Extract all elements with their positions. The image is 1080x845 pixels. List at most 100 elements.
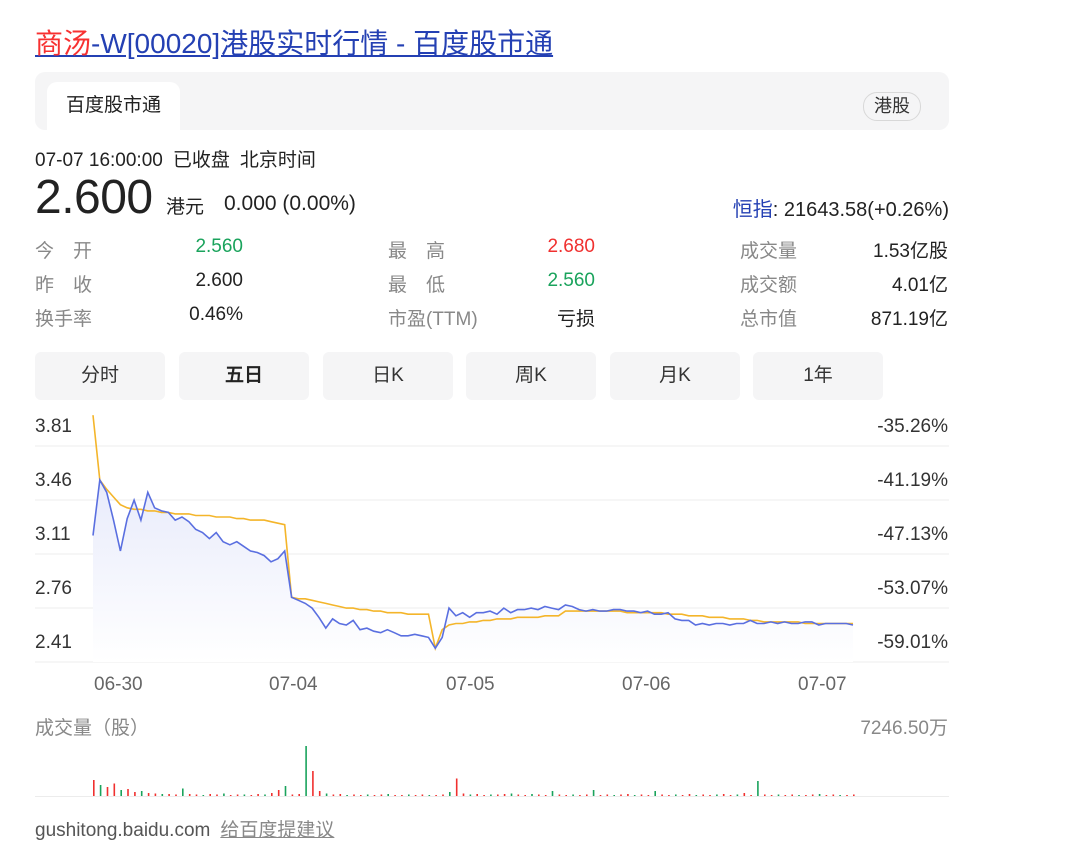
- volume-bar: [99, 785, 102, 796]
- x-tick-label: 07-06: [622, 674, 671, 695]
- volume-bar: [421, 794, 424, 796]
- volume-bar: [805, 795, 807, 796]
- volume-bar: [661, 794, 663, 796]
- tab-weekly-k[interactable]: 周K: [466, 352, 596, 400]
- volume-bar: [373, 795, 376, 796]
- volume-bar: [250, 795, 253, 796]
- volume-bar: [729, 795, 732, 796]
- y-tick-label: 2.76: [35, 578, 72, 599]
- volume-bar: [147, 793, 150, 796]
- y-tick-label: 3.11: [35, 524, 71, 545]
- volume-bar: [229, 795, 232, 796]
- volume-bar: [202, 795, 205, 796]
- market-badge: 港股: [863, 92, 921, 121]
- volume-bar: [353, 794, 355, 796]
- volume-bar: [579, 795, 581, 796]
- volume-bar: [243, 794, 246, 796]
- pe-value: 亏损: [556, 309, 595, 330]
- volume-bar: [613, 795, 615, 796]
- volume-bar: [620, 794, 622, 796]
- y-tick-label: 3.46: [35, 470, 72, 491]
- volume-bar: [435, 795, 437, 796]
- volume-bar: [113, 783, 116, 796]
- volume-bar: [592, 790, 595, 796]
- page-title-link[interactable]: 商汤-W[00020]港股实时行情 - 百度股市通: [35, 26, 553, 62]
- footer: gushitong.baidu.com 给百度提建议: [35, 815, 334, 842]
- volume-bar: [332, 794, 335, 796]
- volume-bar: [627, 794, 629, 796]
- quote-datetime: 07-07 16:00:00: [35, 150, 163, 171]
- quote-time-line: 07-07 16:00:00 已收盘 北京时间: [35, 145, 326, 172]
- index-quote: 恒指: 21643.58(+0.26%): [733, 193, 949, 222]
- timezone: 北京时间: [239, 150, 316, 171]
- volume-bar: [223, 793, 225, 796]
- volume-bar: [175, 794, 177, 796]
- volume-bar: [681, 795, 684, 796]
- volume-bar: [538, 794, 540, 796]
- volume-bar: [106, 787, 109, 796]
- volume-bar: [462, 793, 465, 796]
- volume-bar: [531, 794, 533, 796]
- volume-bar: [722, 794, 725, 796]
- pct-tick-label: -59.01%: [877, 632, 948, 653]
- volume-bar: [510, 793, 513, 796]
- pct-tick-label: -41.19%: [877, 470, 948, 491]
- volume-bar: [503, 794, 506, 796]
- price-area-fill: [93, 480, 853, 662]
- volume-bar: [366, 794, 369, 796]
- volume-bar: [784, 795, 787, 796]
- volume-bar: [709, 795, 711, 796]
- volume-bar: [757, 781, 759, 796]
- tab-intraday[interactable]: 分时: [35, 352, 165, 400]
- high-value: 2.680: [547, 236, 595, 257]
- volume-bar: [120, 790, 122, 796]
- volume-bar: [544, 795, 547, 796]
- high-label: 最 高: [388, 241, 446, 262]
- volume-bar: [675, 794, 677, 796]
- volume-bar: [818, 794, 821, 796]
- tab-five-day[interactable]: 五日: [179, 352, 309, 400]
- volume-bar: [469, 794, 472, 796]
- volume-bar: [853, 794, 855, 796]
- low-value: 2.560: [547, 270, 595, 291]
- volume-max-label: 7246.50万: [860, 718, 948, 739]
- tab-monthly-k[interactable]: 月K: [610, 352, 740, 400]
- volume-bar: [455, 778, 458, 796]
- footer-domain: gushitong.baidu.com: [35, 820, 211, 841]
- volume-bar: [325, 793, 328, 796]
- volume-bar: [264, 794, 266, 796]
- pct-tick-label: -53.07%: [877, 578, 948, 599]
- volume-bar: [791, 794, 793, 796]
- volume-bar: [312, 771, 314, 796]
- volume-bar: [832, 794, 835, 796]
- feedback-link[interactable]: 给百度提建议: [220, 820, 335, 841]
- tab-daily-k[interactable]: 日K: [323, 352, 453, 400]
- title-rest: -W[00020]港股实时行情 - 百度股市通: [91, 28, 554, 59]
- volume-bar: [127, 789, 129, 796]
- low-label: 最 低: [388, 275, 446, 296]
- x-tick-label: 07-04: [269, 674, 318, 695]
- volume-bar: [140, 791, 143, 796]
- index-name-link[interactable]: 恒指: [732, 199, 773, 221]
- volume-bar: [695, 795, 698, 796]
- volume-bar: [702, 794, 704, 796]
- amount-value: 4.01亿: [892, 275, 948, 296]
- volume-bar: [647, 795, 650, 796]
- volume-bar: [777, 794, 780, 796]
- volume-bar: [401, 795, 403, 796]
- volume-bar: [277, 790, 280, 796]
- volume-bar: [770, 795, 773, 796]
- source-tab[interactable]: 百度股市通: [47, 82, 180, 130]
- volume-bar: [640, 794, 643, 796]
- volume-chart-title: 成交量（股）: [35, 718, 150, 739]
- volume-bar: [339, 794, 342, 796]
- price-line: [92, 477, 854, 650]
- turnover-value: 0.46%: [189, 304, 243, 325]
- pct-tick-label: -47.13%: [877, 524, 948, 545]
- volume-bar: [517, 794, 520, 796]
- volume-bar: [750, 795, 752, 796]
- tab-one-year[interactable]: 1年: [753, 352, 883, 400]
- pe-label: 市盈(TTM): [388, 309, 478, 330]
- volume-bar: [257, 794, 259, 796]
